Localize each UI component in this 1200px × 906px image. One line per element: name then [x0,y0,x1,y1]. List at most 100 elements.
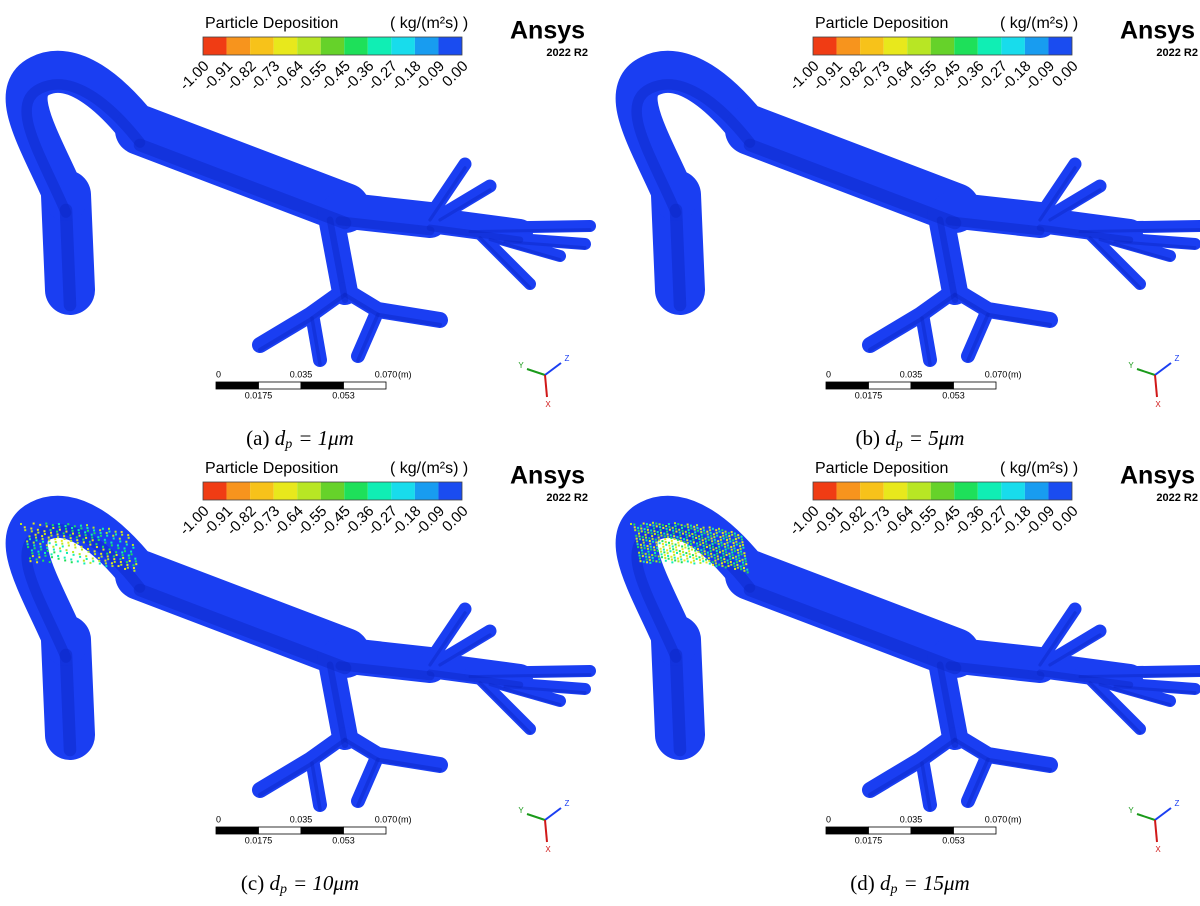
colorbar-block [391,37,415,55]
deposition-spot [697,548,699,550]
deposition-spot [722,535,724,537]
deposition-spot [56,531,58,533]
deposition-spot [727,560,729,562]
caption: (d) dp= 15μm [850,871,969,897]
deposition-spot [44,552,46,554]
deposition-spot [734,533,736,535]
caption-label: (d) [850,871,875,895]
deposition-spot [673,551,675,553]
deposition-spot [35,534,37,536]
caption-symbol: d [880,871,891,895]
deposition-spot [669,550,671,552]
deposition-spot [686,555,688,557]
deposition-spot [641,530,643,532]
deposition-spot [738,537,740,539]
deposition-spot [681,524,683,526]
deposition-spot [692,539,694,541]
deposition-spot [120,564,122,566]
deposition-spot [30,528,32,530]
deposition-spot [729,558,731,560]
deposition-spot [121,534,123,536]
triad-label: Z [565,799,570,808]
deposition-spot [704,550,706,552]
deposition-spot [666,531,668,533]
deposition-spot [662,546,664,548]
deposition-spot [701,536,703,538]
deposition-spot [111,544,113,546]
deposition-spot [102,549,104,551]
deposition-spot [135,560,137,562]
deposition-spot [742,547,744,549]
deposition-spot [737,552,739,554]
deposition-spot [646,539,648,541]
colorbar-block [884,482,908,500]
deposition-spot [671,559,673,561]
deposition-spot [649,559,651,561]
scale-label: 0.0175 [245,835,273,845]
deposition-spot [93,527,95,529]
deposition-spot [647,529,649,531]
scale-label: 0.0175 [245,390,273,400]
deposition-spot [636,538,638,540]
deposition-spot [694,531,696,533]
colorbar-block [837,37,861,55]
deposition-spot [731,534,733,536]
deposition-spot [97,536,99,538]
deposition-spot [728,535,730,537]
deposition-spot [718,531,720,533]
deposition-spot [63,532,65,534]
deposition-spot [675,531,677,533]
deposition-spot [48,539,50,541]
deposition-spot [731,551,733,553]
deposition-spot [84,531,86,533]
deposition-spot [662,527,664,529]
deposition-spot [695,537,697,539]
deposition-spot [67,523,69,525]
colorbar-block [931,37,955,55]
deposition-spot [728,553,730,555]
scale-label: 0.070 [375,369,398,379]
airway [870,735,955,790]
deposition-spot [692,554,694,556]
deposition-spot [649,540,651,542]
caption-value: = 5μm [909,426,965,450]
deposition-spot [661,556,663,558]
deposition-spot [119,558,121,560]
scale-label: 0.035 [290,369,313,379]
deposition-spot [675,546,677,548]
triad-axis [545,808,561,820]
deposition-spot [637,546,639,548]
deposition-spot [70,537,72,539]
deposition-spot [704,538,706,540]
deposition-spot [653,527,655,529]
deposition-spot [707,552,709,554]
deposition-spot [704,532,706,534]
deposition-spot [728,565,730,567]
panel: Particle Deposition( kg/(m²s) )-1.00-0.9… [20,460,590,897]
deposition-spot [719,548,721,550]
logo-name: Ansys [510,17,585,45]
deposition-spot [686,539,688,541]
caption-subscript: p [284,437,292,452]
deposition-spot [734,535,736,537]
deposition-spot [57,536,59,538]
deposition-spot [694,529,696,531]
deposition-spot [660,529,662,531]
deposition-spot [640,528,642,530]
deposition-spot [91,534,93,536]
deposition-spot [724,543,726,545]
deposition-spot [694,547,696,549]
deposition-spot [38,556,40,558]
deposition-spot [747,571,749,573]
deposition-spot [701,555,703,557]
deposition-spot [652,560,654,562]
deposition-spot [77,542,79,544]
deposition-spot [120,561,122,563]
deposition-spot [70,558,72,560]
triad-label: Z [1175,354,1180,363]
deposition-spot [76,539,78,541]
deposition-spot [49,542,51,544]
deposition-spot [630,523,632,525]
deposition-spot [657,534,659,536]
deposition-spot [63,535,65,537]
